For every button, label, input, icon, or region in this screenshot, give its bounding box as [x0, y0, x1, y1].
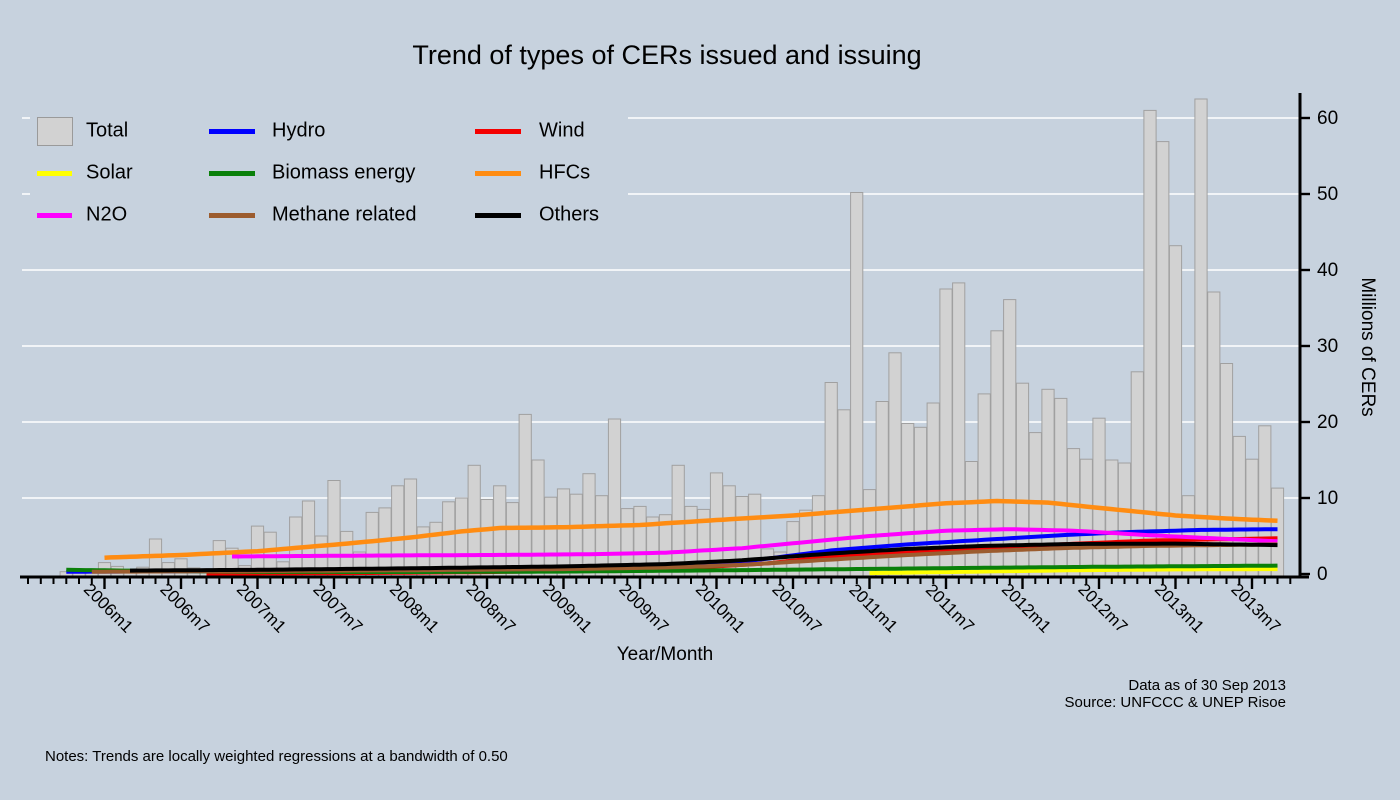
x-tick-label: 2008m7	[462, 580, 519, 637]
legend-label: Biomass energy	[272, 161, 416, 184]
y-tick-label: 10	[1317, 488, 1338, 509]
x-tick-label: 2008m1	[386, 580, 443, 637]
hydro-line-icon	[209, 129, 255, 134]
bar-2011m9	[964, 461, 979, 577]
y-tick-label: 50	[1317, 184, 1338, 205]
x-tick-label: 2009m1	[539, 580, 596, 637]
bar-2012m9	[1117, 462, 1132, 577]
bar-2012m8	[1105, 459, 1119, 577]
bar-2011m1	[862, 489, 877, 577]
bar-2012m12	[1156, 141, 1170, 577]
biomass-line-icon	[209, 171, 255, 176]
y-tick-label: 60	[1317, 108, 1338, 129]
source-attribution-line: Source: UNFCCC & UNEP Risoe	[1064, 694, 1286, 711]
bar-2013m4	[1207, 291, 1221, 577]
bar-2008m5	[454, 497, 469, 577]
x-tick-label: 2009m7	[615, 580, 672, 637]
x-tick-label: 2010m1	[692, 580, 749, 637]
y-tick-label: 20	[1317, 412, 1338, 433]
bar-2013m9	[1270, 487, 1285, 577]
bar-2007m7	[327, 480, 341, 577]
legend-label: HFCs	[539, 161, 591, 184]
bar-2007m12	[391, 485, 405, 577]
bar-2008m8	[493, 485, 507, 577]
bar-2008m4	[442, 501, 456, 577]
chart-title: Trend of types of CERs issued and issuin…	[412, 40, 922, 70]
hfcs-line-icon	[475, 171, 521, 176]
y-axis-label: Millions of CERs	[1357, 277, 1378, 416]
bar-2013m1	[1168, 245, 1183, 577]
legend-label: Methane related	[272, 203, 417, 226]
bar-2008m12	[544, 496, 558, 577]
bar-2012m7	[1092, 417, 1106, 577]
legend-label: Solar	[86, 161, 133, 184]
y-tick-label: 0	[1317, 564, 1328, 585]
bar-2012m5	[1066, 448, 1081, 577]
solar-line-icon	[37, 171, 72, 176]
bar-2012m6	[1079, 458, 1093, 577]
bar-2008m10	[518, 413, 532, 577]
chart-notes: Notes: Trends are locally weighted regre…	[45, 748, 508, 765]
trend-line-n2o	[232, 527, 1278, 559]
n2o-line-icon	[37, 213, 72, 218]
bar-2013m8	[1258, 425, 1272, 577]
legend-label: Others	[539, 203, 600, 226]
x-tick-label: 2007m1	[233, 580, 290, 637]
chart-source: Data as of 30 Sep 2013 Source: UNFCCC & …	[1065, 677, 1286, 711]
bar-2008m9	[505, 502, 520, 577]
source-date-line: Data as of 30 Sep 2013	[1128, 677, 1286, 694]
legend-label: Hydro	[272, 119, 326, 142]
x-axis-label: Year/Month	[617, 644, 713, 665]
bar-2013m3	[1194, 98, 1208, 577]
legend-label: N2O	[86, 203, 128, 226]
legend-label: Total	[86, 119, 129, 142]
x-tick-label: 2013m7	[1227, 580, 1284, 637]
y-tick-label: 40	[1317, 260, 1338, 281]
bar-2010m10	[824, 382, 838, 577]
trend-line-solar	[869, 567, 1278, 576]
bar-2007m5	[301, 500, 316, 577]
bar-2012m11	[1143, 109, 1157, 577]
bar-2006m7	[174, 558, 188, 577]
x-tick-label: 2012m1	[998, 580, 1055, 637]
bar-2007m10	[365, 511, 379, 577]
methane-line-icon	[209, 213, 255, 218]
x-tick-label: 2006m1	[80, 580, 137, 637]
x-tick-label: 2013m1	[1151, 580, 1208, 637]
bar-2010m9	[811, 495, 826, 577]
x-tick-label: 2007m7	[309, 580, 366, 637]
x-tick-label: 2011m7	[922, 580, 978, 636]
x-tick-label: 2012m7	[1074, 580, 1131, 637]
trend-line-others	[129, 541, 1278, 573]
x-tick-label: 2006m7	[156, 580, 213, 637]
bar-2011m3	[888, 352, 902, 577]
bar-2009m1	[556, 488, 571, 577]
bar-2008m7	[480, 499, 494, 577]
others-line-icon	[475, 213, 521, 218]
bar-2013m6	[1232, 435, 1246, 577]
bar-2009m2	[569, 493, 583, 577]
bar-2008m6	[467, 464, 481, 577]
trend-line-hfcs	[104, 498, 1278, 560]
legend: Total Hydro Wind Solar Biomass energy HF…	[30, 103, 628, 235]
y-tick-label: 30	[1317, 336, 1338, 357]
x-tick-label: 2010m7	[768, 580, 825, 637]
bar-2008m11	[531, 459, 545, 577]
bar-2010m12	[850, 192, 864, 577]
bar-2008m1	[403, 478, 418, 577]
bar-2011m12	[1003, 299, 1017, 577]
total-swatch-icon	[37, 117, 73, 146]
x-tick-label: 2011m1	[845, 580, 901, 636]
legend-label: Wind	[539, 119, 585, 142]
wind-line-icon	[475, 129, 521, 134]
